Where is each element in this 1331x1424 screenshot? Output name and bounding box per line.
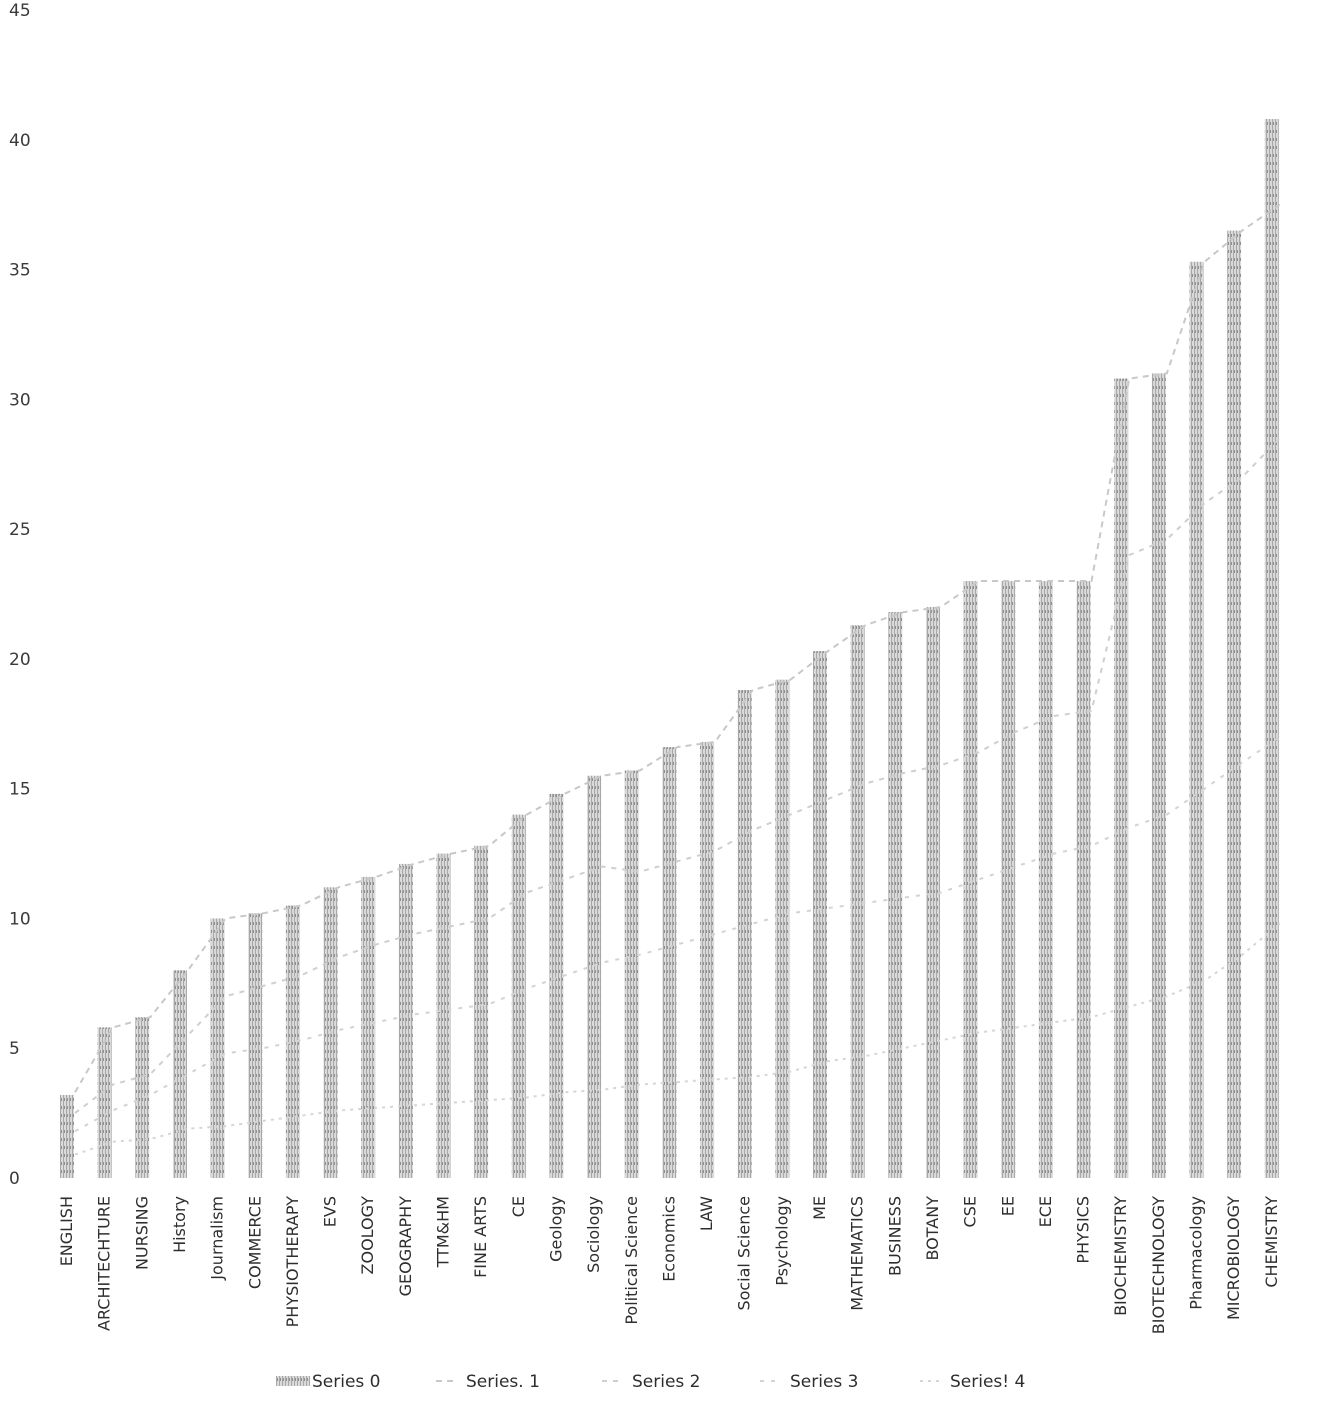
bar bbox=[60, 1094, 74, 1178]
bar bbox=[248, 913, 263, 1178]
x-tick-label: Social Science bbox=[735, 1196, 754, 1311]
bar bbox=[775, 679, 790, 1178]
x-tick-label: EVS bbox=[321, 1196, 340, 1227]
bar bbox=[361, 876, 376, 1178]
x-tick-label: GEOGRAPHY bbox=[396, 1196, 415, 1297]
x-tick-label: Geology bbox=[546, 1196, 565, 1262]
bar bbox=[624, 770, 639, 1178]
x-tick-label: CSE bbox=[961, 1196, 980, 1227]
y-tick-label: 15 bbox=[9, 780, 31, 800]
x-tick-label: BIOTECHNOLOGY bbox=[1149, 1196, 1168, 1334]
y-tick-label: 45 bbox=[9, 1, 31, 21]
y-tick-label: 35 bbox=[9, 261, 31, 281]
bar bbox=[1038, 581, 1053, 1178]
x-tick-label: Psychology bbox=[772, 1196, 791, 1286]
bar bbox=[850, 625, 865, 1178]
legend-label: Series 0 bbox=[312, 1372, 381, 1392]
series-line bbox=[74, 437, 1281, 1114]
x-tick-label: ZOOLOGY bbox=[358, 1196, 377, 1275]
x-tick-label: Political Science bbox=[622, 1196, 641, 1325]
y-tick-label: 5 bbox=[9, 1039, 20, 1059]
x-tick-label: EE bbox=[998, 1196, 1017, 1216]
series-lines bbox=[74, 203, 1281, 1156]
bar bbox=[925, 606, 940, 1178]
x-tick-label: Pharmacology bbox=[1187, 1196, 1206, 1310]
x-tick-label: Sociology bbox=[584, 1196, 603, 1273]
bar bbox=[1189, 261, 1204, 1178]
legend-label: Series 3 bbox=[790, 1372, 859, 1392]
x-tick-label: BOTANY bbox=[923, 1196, 942, 1261]
legend-item: Series 3 bbox=[760, 1372, 859, 1392]
x-tick-label: MICROBIOLOGY bbox=[1224, 1196, 1243, 1320]
series-line bbox=[74, 203, 1281, 1093]
x-tick-label: Economics bbox=[659, 1196, 678, 1282]
bar bbox=[1264, 119, 1279, 1179]
x-axis: ENGLISH ARCHITECHTURE NURSING History Journa… bbox=[57, 1196, 1281, 1334]
legend-label: Series. 1 bbox=[466, 1372, 540, 1392]
bar bbox=[436, 853, 451, 1178]
x-tick-label: ARCHITECHTURE bbox=[95, 1196, 114, 1331]
bars bbox=[60, 119, 1279, 1179]
x-tick-label: BIOCHEMISTRY bbox=[1111, 1196, 1130, 1316]
bar bbox=[737, 690, 752, 1178]
x-tick-label: MATHEMATICS bbox=[848, 1196, 867, 1311]
x-tick-label: LAW bbox=[697, 1196, 716, 1231]
x-tick-label: ENGLISH bbox=[57, 1196, 76, 1266]
x-tick-label: BUSINESS bbox=[885, 1196, 904, 1276]
x-tick-label: NURSING bbox=[132, 1196, 151, 1270]
y-tick-label: 25 bbox=[9, 520, 31, 540]
x-tick-label: CE bbox=[509, 1196, 528, 1217]
x-tick-label: ECE bbox=[1036, 1196, 1055, 1227]
bar bbox=[285, 905, 300, 1178]
x-tick-label: Journalism bbox=[208, 1196, 227, 1281]
bar bbox=[135, 1017, 150, 1178]
bar bbox=[662, 747, 677, 1178]
legend-item: Series. 1 bbox=[436, 1372, 540, 1392]
legend-item: Series 0 bbox=[276, 1372, 381, 1392]
x-tick-label: TTM&HM bbox=[434, 1196, 453, 1268]
bar bbox=[1151, 373, 1166, 1178]
legend-item: Series! 4 bbox=[920, 1372, 1025, 1392]
legend-swatch bbox=[276, 1376, 310, 1386]
series-line bbox=[74, 735, 1281, 1133]
bar bbox=[1076, 581, 1091, 1178]
bar bbox=[700, 741, 715, 1178]
legend-label: Series 2 bbox=[632, 1372, 701, 1392]
legend-label: Series! 4 bbox=[950, 1372, 1025, 1392]
bar bbox=[210, 918, 225, 1178]
bar bbox=[549, 793, 564, 1178]
x-tick-label: History bbox=[170, 1196, 189, 1253]
y-tick-label: 10 bbox=[9, 909, 31, 929]
x-tick-label: CHEMISTRY bbox=[1262, 1196, 1281, 1288]
bar bbox=[1114, 378, 1129, 1179]
y-tick-label: 40 bbox=[9, 131, 31, 151]
x-tick-label: COMMERCE bbox=[245, 1196, 264, 1289]
y-tick-label: 30 bbox=[9, 390, 31, 410]
legend: Series 0 Series. 1 Series 2 Series 3 Series!… bbox=[276, 1372, 1025, 1392]
bar bbox=[1227, 230, 1242, 1179]
bar bbox=[398, 863, 413, 1178]
x-tick-label: PHYSICS bbox=[1074, 1196, 1093, 1264]
bar bbox=[172, 970, 187, 1178]
bar bbox=[963, 581, 978, 1178]
bar bbox=[888, 612, 903, 1178]
legend-item: Series 2 bbox=[602, 1372, 701, 1392]
bar bbox=[1001, 581, 1016, 1178]
bar bbox=[813, 651, 827, 1178]
x-tick-label: ME bbox=[810, 1196, 829, 1220]
y-tick-label: 20 bbox=[9, 650, 31, 670]
y-axis: 0 5 10 15 20 25 30 35 40 45 bbox=[9, 1, 31, 1189]
series-line bbox=[74, 922, 1281, 1156]
x-tick-label: FINE ARTS bbox=[471, 1196, 490, 1278]
bar bbox=[97, 1027, 112, 1178]
bar bbox=[587, 775, 602, 1178]
x-tick-label: PHYSIOTHERAPY bbox=[283, 1196, 302, 1328]
bar bbox=[511, 814, 526, 1178]
y-tick-label: 0 bbox=[9, 1169, 20, 1189]
bar bbox=[474, 845, 489, 1178]
